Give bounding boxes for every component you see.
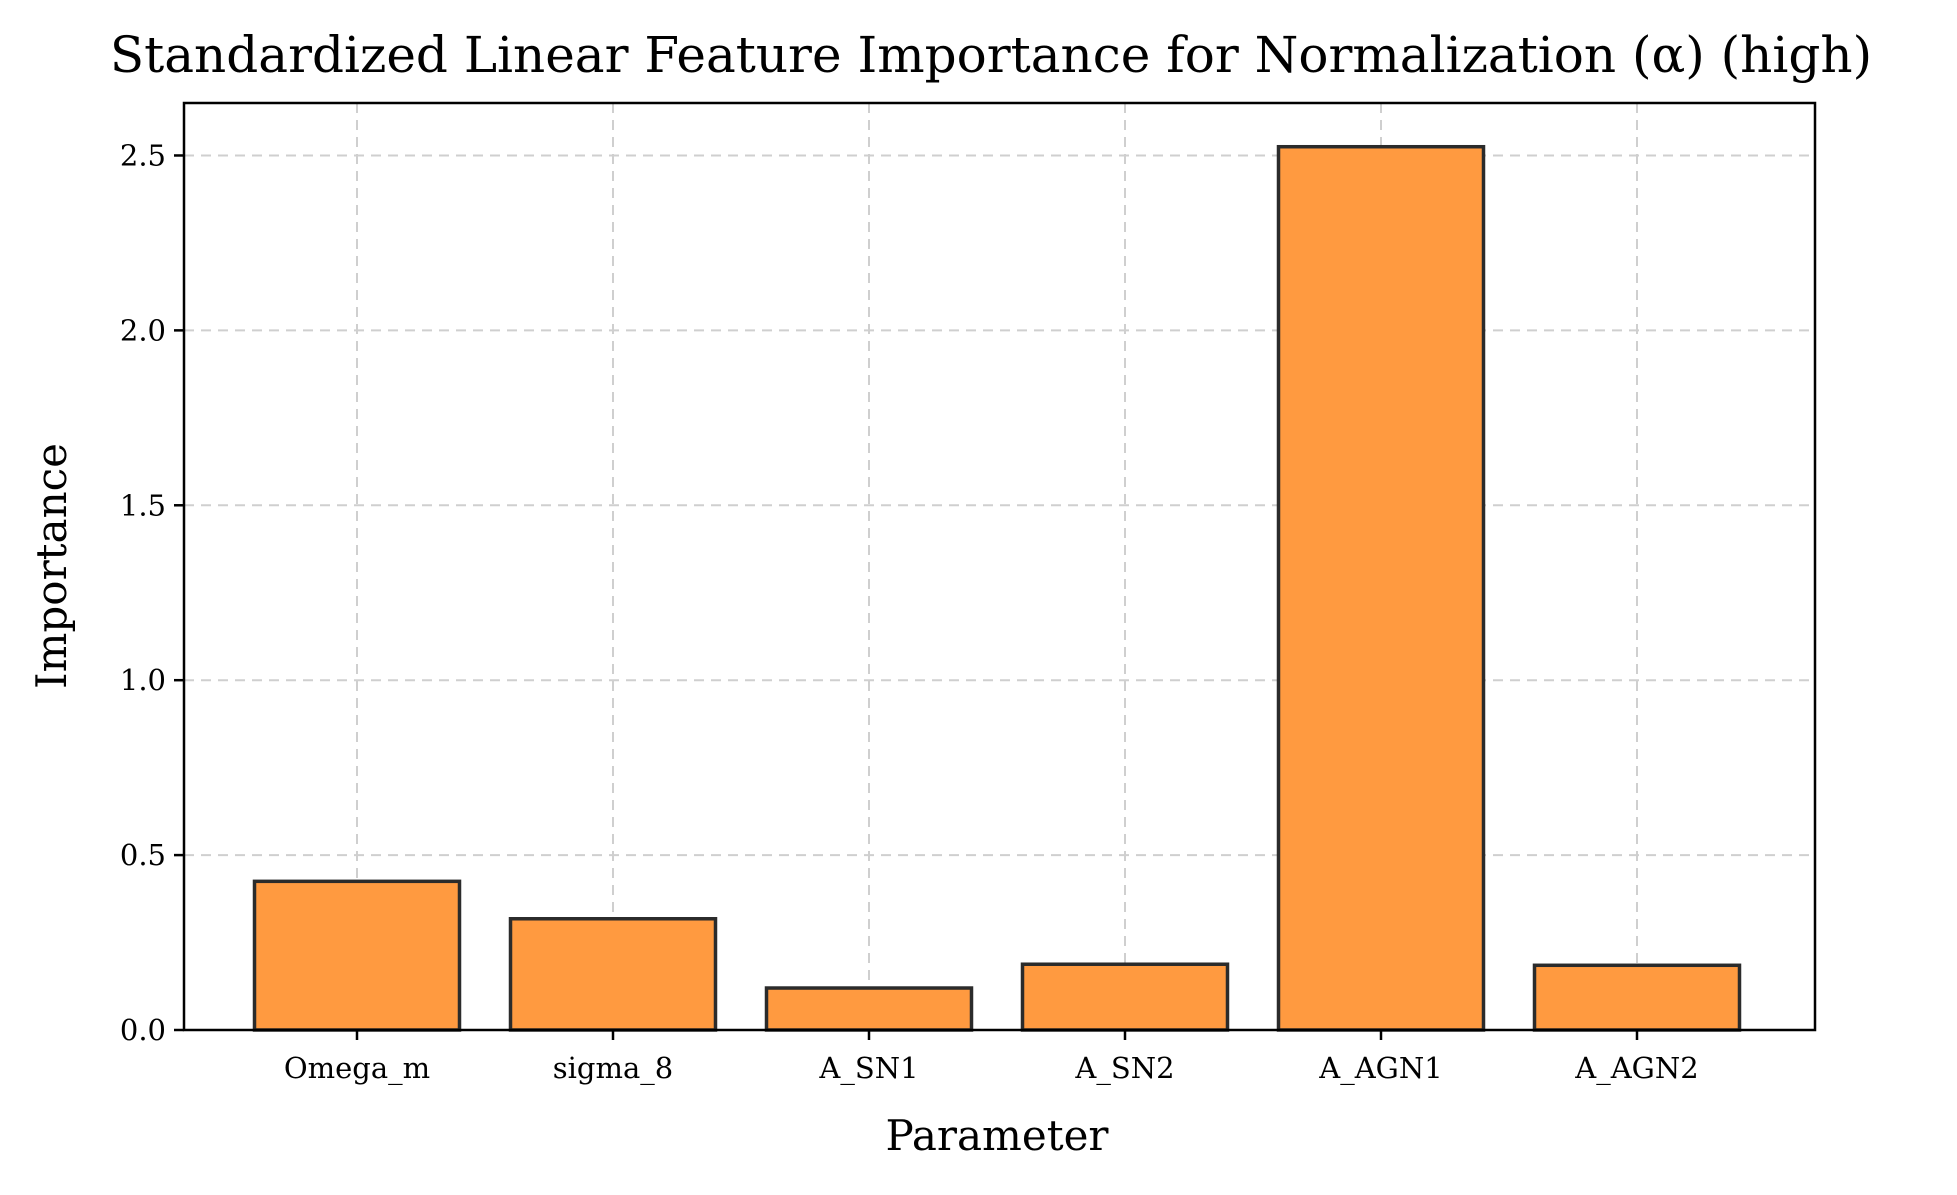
y-tick-label: 0.0: [120, 1013, 166, 1047]
x-tick-label: A_AGN2: [1574, 1051, 1698, 1086]
bar-a-agn1: [1276, 144, 1486, 1032]
bar-a-sn1: [764, 986, 974, 1032]
y-tick-label: 2.5: [120, 138, 166, 172]
bar-a-agn2: [1532, 963, 1742, 1032]
bar-omega-m: [252, 879, 462, 1032]
chart-title: Standardized Linear Feature Importance f…: [110, 26, 1872, 84]
grid: [184, 103, 1815, 1031]
x-tick-label: Omega_m: [284, 1051, 430, 1086]
plot-frame: [182, 101, 1817, 1032]
bar-a-sn2: [1020, 962, 1230, 1032]
x-tick-label: A_SN1: [818, 1051, 918, 1086]
x-tick-label: sigma_8: [553, 1051, 673, 1086]
x-tick-label: A_AGN1: [1318, 1051, 1442, 1086]
x-tick-label: A_SN2: [1074, 1051, 1174, 1086]
y-tick-label: 2.0: [120, 313, 166, 347]
x-axis-label: Parameter: [885, 1111, 1109, 1160]
y-axis-label: Importance: [27, 443, 76, 689]
y-tick-label: 1.5: [120, 488, 166, 522]
ticks: Omega_m sigma_8 A_SN1 A_SN2 A_AGN1 A_AGN2 0.0 0…: [120, 138, 1699, 1086]
bars: [252, 144, 1742, 1032]
bar-sigma-8: [508, 917, 718, 1032]
y-tick-label: 1.0: [120, 663, 166, 697]
y-tick-label: 0.5: [120, 838, 166, 872]
